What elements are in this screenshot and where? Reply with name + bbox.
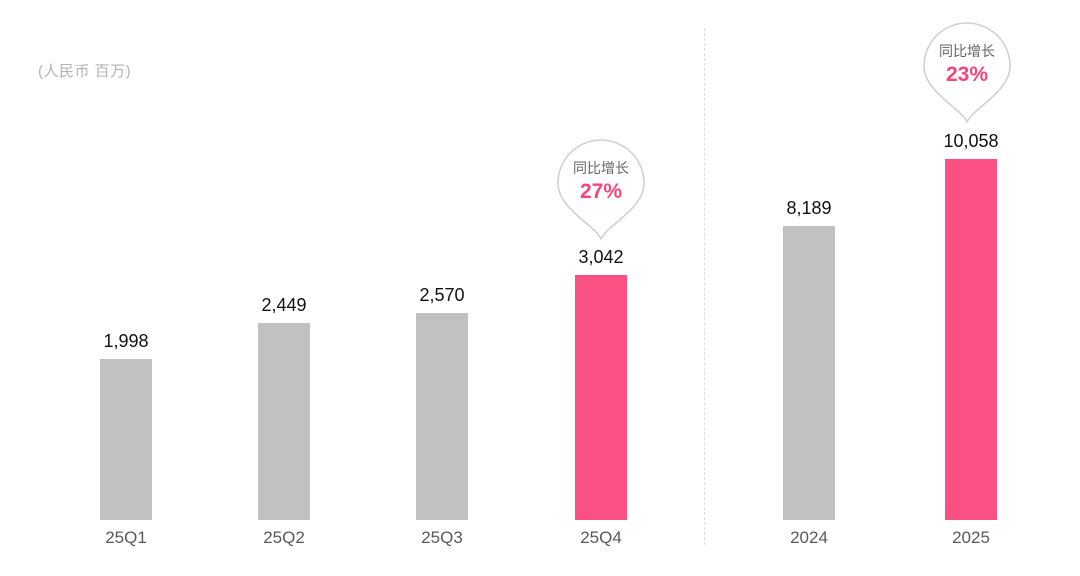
- bar-25q1: [100, 359, 152, 520]
- bar-value-label-25q2: 2,449: [261, 295, 307, 315]
- x-axis-label-25q1: 25Q1: [105, 528, 147, 547]
- unit-label: (人民币 百万): [38, 63, 132, 80]
- bar-value-label-25q1: 1,998: [103, 331, 149, 351]
- x-axis-label-2024: 2024: [790, 528, 828, 547]
- bar-value-label-25q3: 2,570: [419, 285, 465, 305]
- bar-value-label-2024: 8,189: [786, 198, 832, 218]
- yoy-callout-text-25q4: 同比增长: [573, 160, 629, 176]
- x-axis-label-25q2: 25Q2: [263, 528, 305, 547]
- yoy-callout-percent-25q4: 27%: [579, 179, 623, 203]
- bar-column-2024: 8,189: [783, 198, 835, 520]
- bar-25q3: [416, 313, 468, 520]
- bar-25q2: [258, 323, 310, 520]
- yoy-callout-percent-2025: 23%: [945, 62, 989, 86]
- bar-column-2025: 10,058: [943, 131, 999, 520]
- balloon-pointer-icon: [557, 139, 645, 241]
- bar-25q4-highlighted: [575, 275, 627, 520]
- bar-2024: [783, 226, 835, 520]
- bar-column-25q4: 3,042: [575, 247, 627, 520]
- group-divider-dashed-line: [704, 28, 705, 545]
- bar-value-label-2025: 10,058: [943, 131, 999, 151]
- bar-column-25q3: 2,570: [416, 285, 468, 520]
- bar-value-label-25q4: 3,042: [578, 247, 624, 267]
- yoy-callout-text-2025: 同比增长: [939, 43, 995, 59]
- yoy-callout-25q4: 同比增长 27%: [555, 139, 647, 241]
- yoy-callout-2025: 同比增长 23%: [921, 22, 1013, 124]
- bar-column-25q1: 1,998: [100, 331, 152, 520]
- x-axis-label-25q4: 25Q4: [580, 528, 622, 547]
- x-axis-label-25q3: 25Q3: [421, 528, 463, 547]
- bar-column-25q2: 2,449: [258, 295, 310, 520]
- x-axis-label-2025: 2025: [952, 528, 990, 547]
- balloon-pointer-icon: [923, 22, 1011, 124]
- bar-2025-highlighted: [945, 159, 997, 520]
